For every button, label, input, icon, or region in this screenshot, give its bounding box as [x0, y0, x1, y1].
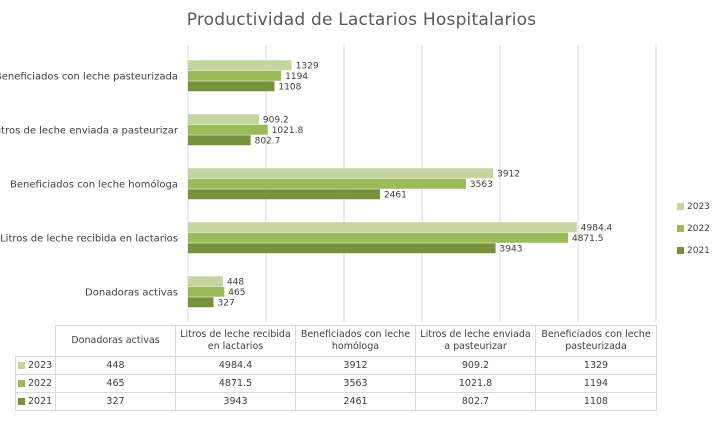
legend-label-2022: 2022 [687, 224, 710, 234]
table-row-label-2022: 2022 [15, 374, 56, 393]
legend-swatch-2022 [677, 225, 684, 232]
table-row-label-2021: 2021 [15, 392, 56, 411]
table-row: 2021 327 3943 2461 802.7 1108 [15, 392, 657, 411]
legend-label-2023: 2023 [687, 202, 710, 212]
table-swatch-2022 [18, 380, 25, 387]
legend-label-2021: 2021 [687, 246, 710, 256]
category-label-donadoras-activas: Donadoras activas [85, 288, 178, 299]
bar-2022-litros-de-leche-recibida-en-lactarios [188, 232, 568, 243]
table-cell-2023-beneficiados-con-leche-homologa: 3912 [295, 356, 416, 375]
bar-2022-litros-de-leche-enviada-a-pasteurizar [188, 124, 268, 135]
table-header-litros-de-leche-recibida-en-lactarios: Litros de leche recibida en lactarios [175, 325, 296, 357]
table-header-row: Donadoras activas Litros de leche recibid… [16, 325, 657, 357]
category-labels: Donadoras activas Litros de leche recibid… [0, 72, 179, 299]
table-cell-2023-litros-de-leche-recibida-en-lactarios: 4984.4 [175, 356, 296, 375]
table-row: 2022 465 4871.5 3563 1021.8 1194 [15, 374, 657, 393]
data-label-2023-beneficiados-con-leche-pasteurizada: 1329 [296, 62, 319, 72]
table-series-name: 2023 [28, 360, 53, 371]
legend-swatch-2021 [677, 247, 684, 254]
data-label-2021-donadoras-activas: 327 [218, 299, 235, 309]
chart-title: Productividad de Lactarios Hospitalarios [186, 10, 537, 30]
data-table: Donadoras activas Litros de leche recibid… [15, 325, 657, 411]
legend: 2023 2022 2021 [677, 202, 710, 256]
data-label-2023-beneficiados-con-leche-homologa: 3912 [497, 170, 520, 180]
table-header-donadoras-activas: Donadoras activas [55, 325, 176, 357]
table-cell-2023-beneficiados-con-leche-pasteurizada: 1329 [535, 356, 657, 375]
bar-2021-donadoras-activas [188, 297, 214, 308]
bar-2023-litros-de-leche-recibida-en-lactarios [188, 222, 577, 233]
bar-2022-beneficiados-con-leche-pasteurizada [188, 70, 282, 81]
table-cell-2022-litros-de-leche-recibida-en-lactarios: 4871.5 [175, 374, 296, 393]
bar-2021-litros-de-leche-recibida-en-lactarios [188, 243, 496, 254]
bar-2022-beneficiados-con-leche-homologa [188, 178, 466, 189]
table-header-beneficiados-con-leche-pasteurizada: Beneficiados con leche pasteurizada [535, 325, 657, 357]
table-cell-2022-donadoras-activas: 465 [55, 374, 176, 393]
data-label-2021-litros-de-leche-enviada-a-pasteurizar: 802.7 [255, 137, 281, 147]
table-row: 2023 448 4984.4 3912 909.2 1329 [15, 356, 657, 375]
data-label-2021-beneficiados-con-leche-homologa: 2461 [384, 191, 407, 201]
bar-2022-donadoras-activas [188, 286, 225, 297]
table-cell-2023-litros-de-leche-enviada-a-pasteurizar: 909.2 [415, 356, 536, 375]
data-label-2023-litros-de-leche-enviada-a-pasteurizar: 909.2 [263, 116, 289, 126]
data-label-2021-beneficiados-con-leche-pasteurizada: 1108 [278, 83, 301, 93]
table-header-beneficiados-con-leche-homologa: Beneficiados con leche homóloga [295, 325, 416, 357]
data-label-2022-donadoras-activas: 465 [228, 288, 245, 298]
table-series-name: 2022 [28, 378, 53, 389]
category-label-litros-de-leche-recibida-en-lactarios: Litros de leche recibida en lactarios [0, 234, 178, 245]
table-cell-2022-litros-de-leche-enviada-a-pasteurizar: 1021.8 [415, 374, 536, 393]
bar-2023-litros-de-leche-enviada-a-pasteurizar [188, 114, 259, 125]
table-row-label-2023: 2023 [15, 356, 56, 375]
table-cell-2021-beneficiados-con-leche-pasteurizada: 1108 [535, 392, 657, 411]
table-swatch-2023 [18, 362, 25, 369]
data-label-2022-beneficiados-con-leche-pasteurizada: 1194 [285, 72, 308, 82]
table-cell-2021-litros-de-leche-enviada-a-pasteurizar: 802.7 [415, 392, 536, 411]
table-swatch-2021 [18, 398, 25, 405]
data-label-2023-litros-de-leche-recibida-en-lactarios: 4984.4 [581, 224, 613, 234]
bar-2021-litros-de-leche-enviada-a-pasteurizar [188, 135, 251, 146]
data-label-2022-litros-de-leche-enviada-a-pasteurizar: 1021.8 [272, 126, 304, 136]
table-corner [16, 326, 56, 357]
bar-2021-beneficiados-con-leche-homologa [188, 189, 380, 200]
bar-2023-beneficiados-con-leche-pasteurizada [188, 60, 292, 71]
table-cell-2021-donadoras-activas: 327 [55, 392, 176, 411]
table-series-name: 2021 [28, 396, 53, 407]
data-label-2023-donadoras-activas: 448 [227, 278, 244, 288]
category-label-beneficiados-con-leche-pasteurizada: Beneficiados con leche pasteurizada [0, 72, 178, 83]
table-cell-2022-beneficiados-con-leche-homologa: 3563 [295, 374, 416, 393]
data-label-2021-litros-de-leche-recibida-en-lactarios: 3943 [500, 245, 523, 255]
bar-2023-beneficiados-con-leche-homologa [188, 168, 494, 179]
table-cell-2021-litros-de-leche-recibida-en-lactarios: 3943 [175, 392, 296, 411]
category-label-beneficiados-con-leche-homologa: Beneficiados con leche homóloga [10, 179, 178, 191]
table-cell-2023-donadoras-activas: 448 [55, 356, 176, 375]
bar-2023-donadoras-activas [188, 276, 223, 287]
bars [188, 60, 577, 308]
bar-2021-beneficiados-con-leche-pasteurizada [188, 81, 275, 92]
table-cell-2021-beneficiados-con-leche-homologa: 2461 [295, 392, 416, 411]
legend-swatch-2023 [677, 203, 684, 210]
table-cell-2022-beneficiados-con-leche-pasteurizada: 1194 [535, 374, 657, 393]
table-header-litros-de-leche-enviada-a-pasteurizar: Litros de leche enviada a pasteurizar [415, 325, 536, 357]
data-label-2022-litros-de-leche-recibida-en-lactarios: 4871.5 [572, 234, 604, 244]
category-label-litros-de-leche-enviada-a-pasteurizar: Litros de leche enviada a pasteurizar [0, 126, 179, 137]
data-label-2022-beneficiados-con-leche-homologa: 3563 [470, 180, 493, 190]
